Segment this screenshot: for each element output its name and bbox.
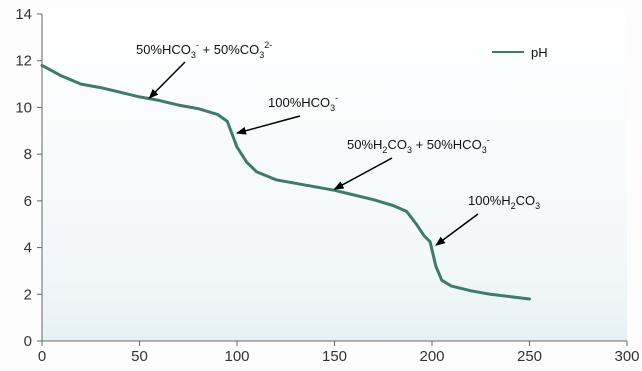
annotation-arrow [333, 157, 393, 190]
legend-label-ph: pH [531, 45, 548, 60]
x-tick-label: 100 [224, 348, 249, 365]
series-layer [40, 61, 531, 301]
x-tick-label: 0 [38, 348, 46, 365]
y-tick-label: 14 [15, 6, 32, 23]
annotation-2: 100%HCO3- [268, 93, 338, 113]
y-tick-label: 6 [24, 193, 32, 210]
y-tick-label: 12 [15, 53, 32, 70]
x-tick-label: 200 [419, 348, 444, 365]
y-tick-label: 4 [24, 240, 32, 257]
annotation-3: 50%H2CO3 + 50%HCO3- [347, 135, 490, 155]
annotation-arrow [148, 61, 186, 99]
annotation-4: 100%H2CO3 [468, 193, 540, 211]
legend: pH [492, 45, 548, 60]
y-tick-label: 0 [24, 333, 32, 350]
y-tick-label: 2 [24, 286, 32, 303]
x-tick-label: 250 [517, 348, 542, 365]
x-tick-label: 50 [131, 348, 148, 365]
series-line-ph [40, 63, 531, 301]
axes: 0 50 100 150 200 250 300 0 2 4 6 8 10 12 14 [15, 6, 639, 365]
x-tick-label: 300 [614, 348, 639, 365]
x-tick-label: 150 [322, 348, 347, 365]
plot-area [42, 14, 627, 341]
annotation-arrow [435, 213, 479, 246]
y-tick-label: 8 [24, 146, 32, 163]
annotation-arrow [236, 115, 301, 135]
y-tick-label: 10 [15, 99, 32, 116]
annotation-1: 50%HCO3- + 50%CO32- [136, 40, 272, 60]
